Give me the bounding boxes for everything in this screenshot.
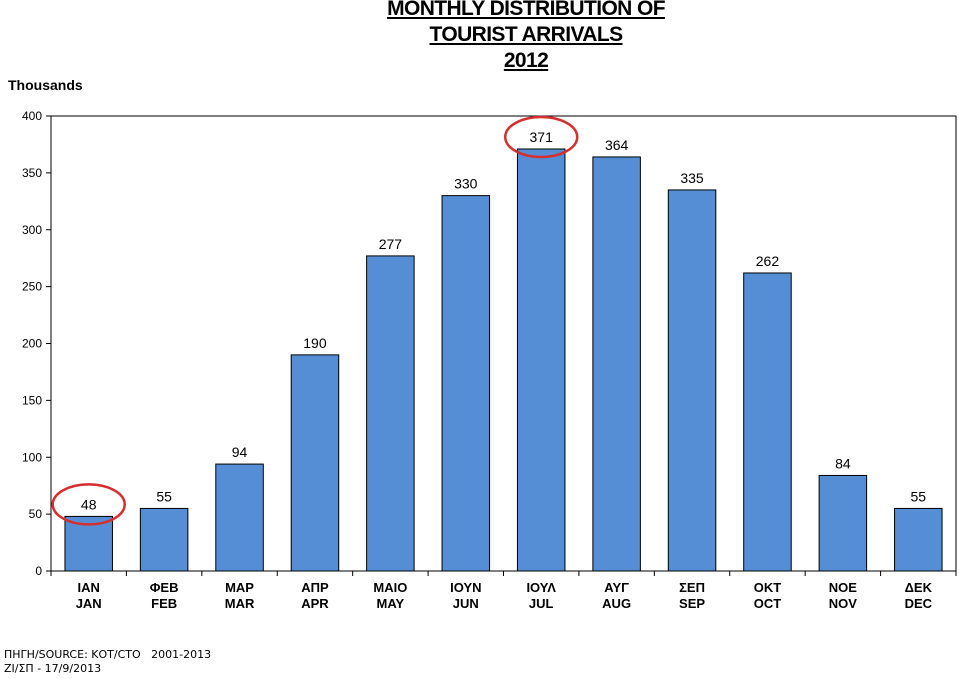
chart-title-line-1: MONTHLY DISTRIBUTION OF (387, 0, 665, 20)
x-category-label-greek: ΝΟΕ (829, 580, 858, 595)
y-tick-label: 200 (22, 337, 42, 351)
x-category-label-english: APR (301, 596, 329, 611)
x-category-label-greek: ΑΥΓ (604, 580, 629, 595)
data-label-aug: 364 (605, 137, 629, 153)
x-category-label-english: AUG (602, 596, 631, 611)
x-category-label-greek: ΜΑΙΟ (373, 580, 407, 595)
x-category-label-greek: ΙΑΝ (78, 580, 100, 595)
x-category-label-greek: ΑΠΡ (301, 580, 329, 595)
data-label-dec: 55 (911, 488, 927, 504)
x-category-label-english: JAN (76, 596, 102, 611)
x-category-label-greek: ΣΕΠ (679, 580, 705, 595)
x-category-label-english: DEC (905, 596, 933, 611)
x-category-label-english: FEB (151, 596, 177, 611)
bar-sep (667, 189, 717, 572)
bar-may (366, 255, 415, 572)
y-tick-label: 0 (35, 564, 42, 578)
y-tick-label: 100 (22, 450, 42, 464)
x-category-label-greek: ΔΕΚ (905, 580, 933, 595)
bar-feb (139, 507, 189, 572)
bar-oct (743, 272, 792, 572)
data-label-jun: 330 (454, 176, 478, 192)
bar-jun (441, 195, 491, 572)
bar-mar (215, 463, 264, 572)
data-label-nov: 84 (835, 455, 851, 471)
x-category-label-greek: ΟΚΤ (754, 580, 782, 595)
y-tick-label: 300 (22, 223, 42, 237)
bar-nov (818, 474, 868, 572)
data-label-jul: 371 (530, 129, 554, 145)
data-label-feb: 55 (156, 488, 172, 504)
x-category-label-greek: ΙΟΥΝ (450, 580, 481, 595)
y-tick-label: 50 (29, 507, 43, 521)
x-category-label-english: MAR (225, 596, 255, 611)
x-category-label-english: JUL (529, 596, 554, 611)
x-category-label-english: NOV (829, 596, 858, 611)
highlight-ring-jan (51, 483, 126, 526)
y-axis-label: Thousands (8, 77, 83, 93)
x-category-label-greek: ΙΟΥΛ (526, 580, 556, 595)
x-category-label-greek: ΦΕΒ (150, 580, 179, 595)
data-label-oct: 262 (756, 253, 780, 269)
data-label-jan: 48 (81, 496, 97, 512)
x-category-label-greek: ΜΑΡ (225, 580, 254, 595)
data-label-may: 277 (379, 236, 403, 252)
y-tick-label: 400 (22, 109, 42, 123)
bar-jul (516, 148, 566, 572)
highlight-ring-jul (503, 115, 579, 159)
data-label-mar: 94 (232, 444, 248, 460)
y-tick-label: 150 (22, 393, 42, 407)
y-tick-label: 250 (22, 280, 42, 294)
bar-apr (290, 354, 340, 572)
bar-aug (592, 156, 641, 572)
x-category-label-english: SEP (679, 596, 705, 611)
x-category-label-english: OCT (754, 596, 782, 611)
x-category-label-english: MAY (377, 596, 405, 611)
y-tick-label: 350 (22, 166, 42, 180)
date-note: ΖΙ/ΣΠ - 17/9/2013 (4, 662, 102, 675)
chart-title: MONTHLY DISTRIBUTION OF TOURIST ARRIVALS… (0, 0, 959, 74)
chart-title-line-2: TOURIST ARRIVALS (429, 23, 623, 46)
bar-dec (894, 507, 943, 572)
chart-title-line-3: 2012 (503, 49, 549, 72)
data-label-sep: 335 (680, 170, 704, 186)
data-label-apr: 190 (303, 335, 327, 351)
source-note: ΠΗΓΗ/SOURCE: ΚΟΤ/CTO 2001-2013 (4, 648, 212, 661)
x-category-label-english: JUN (453, 596, 479, 611)
